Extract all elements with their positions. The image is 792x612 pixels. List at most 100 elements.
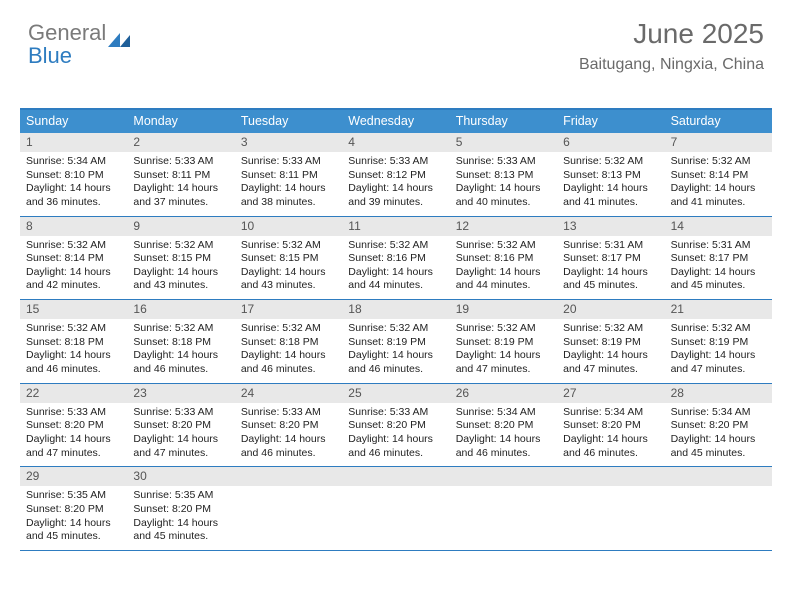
daylight-text-1: Daylight: 14 hours (133, 349, 228, 363)
day-body: Sunrise: 5:31 AMSunset: 8:17 PMDaylight:… (665, 236, 772, 300)
daylight-text-2: and 40 minutes. (456, 196, 551, 210)
calendar-cell: 7Sunrise: 5:32 AMSunset: 8:14 PMDaylight… (665, 133, 772, 216)
sunset-text: Sunset: 8:14 PM (671, 169, 766, 183)
daylight-text-1: Daylight: 14 hours (348, 349, 443, 363)
calendar-cell: 4Sunrise: 5:33 AMSunset: 8:12 PMDaylight… (342, 133, 449, 216)
day-number: . (665, 467, 772, 486)
sunset-text: Sunset: 8:19 PM (563, 336, 658, 350)
daylight-text-1: Daylight: 14 hours (563, 433, 658, 447)
sunset-text: Sunset: 8:19 PM (456, 336, 551, 350)
day-number: 24 (235, 384, 342, 403)
day-body: Sunrise: 5:32 AMSunset: 8:16 PMDaylight:… (342, 236, 449, 300)
logo-word1: General (28, 20, 106, 45)
weekday-label: Friday (557, 110, 664, 133)
day-number: 17 (235, 300, 342, 319)
calendar-header-row: SundayMondayTuesdayWednesdayThursdayFrid… (20, 110, 772, 133)
day-body: Sunrise: 5:32 AMSunset: 8:18 PMDaylight:… (235, 319, 342, 383)
weekday-label: Saturday (665, 110, 772, 133)
sunset-text: Sunset: 8:11 PM (133, 169, 228, 183)
day-number: 7 (665, 133, 772, 152)
sunrise-text: Sunrise: 5:32 AM (133, 322, 228, 336)
sunset-text: Sunset: 8:19 PM (348, 336, 443, 350)
daylight-text-2: and 41 minutes. (671, 196, 766, 210)
sunset-text: Sunset: 8:18 PM (241, 336, 336, 350)
sunset-text: Sunset: 8:20 PM (671, 419, 766, 433)
sunrise-text: Sunrise: 5:33 AM (456, 155, 551, 169)
day-number: 20 (557, 300, 664, 319)
sunset-text: Sunset: 8:17 PM (671, 252, 766, 266)
daylight-text-1: Daylight: 14 hours (26, 182, 121, 196)
daylight-text-1: Daylight: 14 hours (241, 266, 336, 280)
sunrise-text: Sunrise: 5:33 AM (348, 155, 443, 169)
calendar-cell: 5Sunrise: 5:33 AMSunset: 8:13 PMDaylight… (450, 133, 557, 216)
day-number: 1 (20, 133, 127, 152)
sunrise-text: Sunrise: 5:33 AM (133, 155, 228, 169)
sunrise-text: Sunrise: 5:32 AM (26, 239, 121, 253)
sunset-text: Sunset: 8:20 PM (26, 503, 121, 517)
calendar-cell: 14Sunrise: 5:31 AMSunset: 8:17 PMDayligh… (665, 217, 772, 300)
calendar-cell: 28Sunrise: 5:34 AMSunset: 8:20 PMDayligh… (665, 384, 772, 467)
sunrise-text: Sunrise: 5:32 AM (241, 239, 336, 253)
daylight-text-1: Daylight: 14 hours (456, 433, 551, 447)
sunset-text: Sunset: 8:15 PM (241, 252, 336, 266)
sunrise-text: Sunrise: 5:33 AM (133, 406, 228, 420)
daylight-text-2: and 45 minutes. (671, 447, 766, 461)
day-body (665, 486, 772, 542)
sunrise-text: Sunrise: 5:32 AM (456, 322, 551, 336)
day-number: 23 (127, 384, 234, 403)
daylight-text-2: and 47 minutes. (26, 447, 121, 461)
calendar-cell: 11Sunrise: 5:32 AMSunset: 8:16 PMDayligh… (342, 217, 449, 300)
daylight-text-2: and 46 minutes. (133, 363, 228, 377)
weekday-label: Sunday (20, 110, 127, 133)
weekday-label: Monday (127, 110, 234, 133)
calendar-cell: 18Sunrise: 5:32 AMSunset: 8:19 PMDayligh… (342, 300, 449, 383)
sunrise-text: Sunrise: 5:33 AM (26, 406, 121, 420)
daylight-text-2: and 46 minutes. (241, 447, 336, 461)
day-body: Sunrise: 5:33 AMSunset: 8:13 PMDaylight:… (450, 152, 557, 216)
calendar-cell: 13Sunrise: 5:31 AMSunset: 8:17 PMDayligh… (557, 217, 664, 300)
daylight-text-1: Daylight: 14 hours (456, 349, 551, 363)
sunrise-text: Sunrise: 5:32 AM (26, 322, 121, 336)
sunset-text: Sunset: 8:20 PM (241, 419, 336, 433)
daylight-text-1: Daylight: 14 hours (671, 182, 766, 196)
day-body: Sunrise: 5:32 AMSunset: 8:19 PMDaylight:… (557, 319, 664, 383)
daylight-text-1: Daylight: 14 hours (671, 349, 766, 363)
daylight-text-1: Daylight: 14 hours (133, 517, 228, 531)
daylight-text-1: Daylight: 14 hours (563, 266, 658, 280)
sunset-text: Sunset: 8:16 PM (456, 252, 551, 266)
sunset-text: Sunset: 8:13 PM (456, 169, 551, 183)
day-body: Sunrise: 5:34 AMSunset: 8:20 PMDaylight:… (450, 403, 557, 467)
day-body: Sunrise: 5:33 AMSunset: 8:20 PMDaylight:… (235, 403, 342, 467)
daylight-text-2: and 43 minutes. (241, 279, 336, 293)
daylight-text-2: and 46 minutes. (241, 363, 336, 377)
day-body (450, 486, 557, 542)
day-number: 3 (235, 133, 342, 152)
logo: General Blue (28, 22, 130, 68)
daylight-text-1: Daylight: 14 hours (133, 266, 228, 280)
daylight-text-2: and 47 minutes. (671, 363, 766, 377)
daylight-text-1: Daylight: 14 hours (26, 266, 121, 280)
daylight-text-2: and 42 minutes. (26, 279, 121, 293)
day-number: 29 (20, 467, 127, 486)
day-number: 5 (450, 133, 557, 152)
daylight-text-1: Daylight: 14 hours (456, 182, 551, 196)
day-number: 19 (450, 300, 557, 319)
sunset-text: Sunset: 8:18 PM (133, 336, 228, 350)
daylight-text-2: and 39 minutes. (348, 196, 443, 210)
day-body: Sunrise: 5:32 AMSunset: 8:19 PMDaylight:… (665, 319, 772, 383)
sunset-text: Sunset: 8:13 PM (563, 169, 658, 183)
sunset-text: Sunset: 8:11 PM (241, 169, 336, 183)
daylight-text-1: Daylight: 14 hours (26, 349, 121, 363)
day-body: Sunrise: 5:33 AMSunset: 8:11 PMDaylight:… (235, 152, 342, 216)
day-body (342, 486, 449, 542)
day-number: 18 (342, 300, 449, 319)
sunrise-text: Sunrise: 5:31 AM (671, 239, 766, 253)
calendar-cell: 23Sunrise: 5:33 AMSunset: 8:20 PMDayligh… (127, 384, 234, 467)
day-body: Sunrise: 5:32 AMSunset: 8:15 PMDaylight:… (127, 236, 234, 300)
daylight-text-1: Daylight: 14 hours (348, 182, 443, 196)
day-number: 21 (665, 300, 772, 319)
day-number: 13 (557, 217, 664, 236)
day-body: Sunrise: 5:32 AMSunset: 8:14 PMDaylight:… (665, 152, 772, 216)
sunset-text: Sunset: 8:20 PM (133, 419, 228, 433)
calendar-cell-empty: . (450, 467, 557, 550)
